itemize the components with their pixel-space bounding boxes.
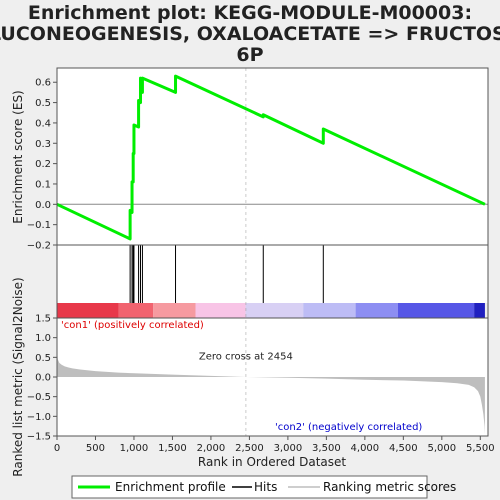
x-tick-label: 5,000 <box>428 443 457 454</box>
legend: Enrichment profile Hits Ranking metric s… <box>71 475 456 499</box>
rank-y-tick-label: 1.0 <box>35 333 51 344</box>
es-y-ticks: −0.2 −0.1 0.0 0.1 0.2 0.3 0.4 0.5 0.6 <box>27 78 57 252</box>
title-line-1: Enrichment plot: KEGG-MODULE-M00003: <box>28 2 472 24</box>
x-tick-label: 4,500 <box>389 443 418 454</box>
x-tick-label: 3,000 <box>274 443 303 454</box>
es-y-tick-label: 0.3 <box>35 139 51 150</box>
x-tick-label: 4,000 <box>351 443 380 454</box>
es-y-tick-label: 0.2 <box>35 159 51 170</box>
es-plot-background <box>57 68 488 245</box>
rank-y-tick-label: 0.0 <box>35 373 51 384</box>
es-y-axis-label: Enrichment score (ES) <box>11 90 25 223</box>
colorbar-segment <box>153 303 196 318</box>
colorbar-segment <box>118 303 154 318</box>
es-y-tick-label: 0.6 <box>35 78 51 89</box>
colorbar-segment <box>195 303 246 318</box>
rank-y-tick-label: −0.5 <box>27 392 51 403</box>
chart-title: Enrichment plot: KEGG-MODULE-M00003: GLU… <box>0 2 500 66</box>
rank-y-tick-label: 0.5 <box>35 353 51 364</box>
colorbar-segment <box>245 303 304 318</box>
x-tick-label: 3,500 <box>312 443 341 454</box>
legend-enrichment-label: Enrichment profile <box>115 480 226 494</box>
x-tick-label: 5,500 <box>466 443 495 454</box>
colorbar-segment <box>303 303 356 318</box>
legend-ranking-label: Ranking metric scores <box>323 480 456 494</box>
title-line-2: GLUCONEOGENESIS, OXALOACETATE => FRUCTOS… <box>0 23 500 45</box>
legend-hits-label: Hits <box>254 480 277 494</box>
zero-cross-label: Zero cross at 2454 <box>199 351 293 362</box>
hits-panel <box>57 245 488 303</box>
rank-y-axis-label: Ranked list metric (Signal2Noise) <box>11 277 25 476</box>
hits-background <box>57 245 488 303</box>
negative-correlation-label: 'con2' (negatively correlated) <box>275 422 422 433</box>
es-y-tick-label: 0.4 <box>35 118 51 129</box>
ranked-metric-panel: −1.5 −1.0 −0.5 0.0 0.5 1.0 1.5 Zero cross at 2… <box>11 68 488 477</box>
x-axis-label: Rank in Ordered Dataset <box>198 455 346 469</box>
x-tick-label: 1,500 <box>158 443 187 454</box>
rank-y-tick-label: −1.0 <box>27 412 51 423</box>
rank-y-ticks: −1.5 −1.0 −0.5 0.0 0.5 1.0 1.5 <box>27 314 57 443</box>
es-y-tick-label: −0.2 <box>27 241 51 252</box>
colorbar-segment <box>355 303 398 318</box>
hit-marks <box>129 245 324 303</box>
colorbar-segment <box>397 303 475 318</box>
x-axis-ticks: 0 500 1,000 1,500 2,000 2,500 3,000 3,500 4,000 4… <box>54 436 495 454</box>
es-y-tick-label: 0.5 <box>35 98 51 109</box>
ranking-colorbar <box>57 303 485 318</box>
positive-correlation-label: 'con1' (positively correlated) <box>61 320 204 331</box>
enrichment-profile-line <box>56 74 486 241</box>
rank-y-tick-label: −1.5 <box>27 432 51 443</box>
es-y-tick-label: 0.0 <box>35 200 51 211</box>
x-tick-label: 0 <box>54 443 60 454</box>
enrichment-score-panel: −0.2 −0.1 0.0 0.1 0.2 0.3 0.4 0.5 0.6 Enrichment… <box>11 68 488 252</box>
es-y-tick-label: −0.1 <box>27 220 51 231</box>
plot-frame <box>56 67 489 437</box>
es-y-tick-label: 0.1 <box>35 179 51 190</box>
x-tick-label: 500 <box>86 443 105 454</box>
rank-y-tick-label: 1.5 <box>35 314 51 325</box>
x-tick-label: 1,000 <box>120 443 149 454</box>
colorbar-segment <box>57 303 119 318</box>
colorbar-segment <box>474 303 485 318</box>
x-tick-label: 2,000 <box>197 443 226 454</box>
title-line-3: 6P <box>236 44 263 66</box>
x-tick-label: 2,500 <box>235 443 264 454</box>
